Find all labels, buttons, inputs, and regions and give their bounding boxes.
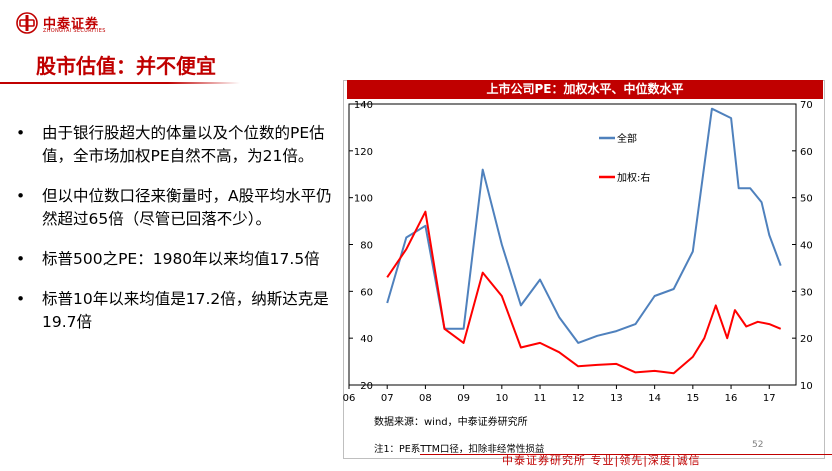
x-tick-label: 09 bbox=[457, 393, 470, 404]
x-tick-label: 08 bbox=[419, 393, 432, 404]
plot-area-border bbox=[348, 103, 797, 386]
legend-label: 全部 bbox=[617, 132, 637, 145]
footer-rule bbox=[420, 454, 832, 455]
x-tick-label: 12 bbox=[572, 393, 585, 404]
page-title: 股市估值：并不便宜 bbox=[36, 54, 216, 78]
bullet-text: 标普10年以来均值是17.2倍，纳斯达克是19.7倍 bbox=[42, 290, 329, 331]
y-right-tick-label: 70 bbox=[800, 100, 813, 111]
y-right-tick-label: 50 bbox=[800, 194, 813, 205]
x-tick-label: 11 bbox=[534, 393, 547, 404]
bullet-marker: • bbox=[16, 290, 26, 308]
y-right-tick-label: 60 bbox=[800, 147, 813, 158]
x-tick-label: 14 bbox=[648, 393, 661, 404]
title-underline bbox=[0, 82, 240, 84]
footer-text: 中泰证券研究所 专业|领先|深度|诚信 bbox=[502, 454, 701, 467]
y-left-tick-label: 100 bbox=[354, 194, 373, 205]
bullet-text: 标普500之PE：1980年以来均值17.5倍 bbox=[42, 250, 320, 268]
y-left-tick-label: 120 bbox=[354, 147, 373, 158]
y-right-tick-label: 10 bbox=[800, 381, 813, 392]
x-tick-label: 15 bbox=[686, 393, 699, 404]
y-right-tick-label: 30 bbox=[800, 287, 813, 298]
chart-note: 注1：PE系TTM口径，扣除非经常性损益 bbox=[374, 444, 545, 455]
bullet-text: 但以中位数口径来衡量时，A股平均水平仍然超过65倍（尽管已回落不少）。 bbox=[42, 187, 332, 228]
x-tick-label: 06 bbox=[343, 393, 356, 404]
y-left-tick-label: 80 bbox=[360, 241, 373, 252]
x-tick-label: 10 bbox=[495, 393, 508, 404]
x-tick-label: 16 bbox=[725, 393, 738, 404]
bullet-item: • 标普10年以来均值是17.2倍，纳斯达克是19.7倍 bbox=[14, 288, 334, 334]
legend-label: 加权:右 bbox=[617, 171, 650, 184]
logo-name-cn: 中泰证券 bbox=[43, 17, 100, 32]
y-left-tick-label: 20 bbox=[360, 381, 373, 392]
y-right-tick-label: 20 bbox=[800, 334, 813, 345]
page-number: 52 bbox=[752, 440, 764, 450]
bullet-list: • 由于银行股超大的体量以及个位数的PE估值，全市场加权PE自然不高，为21倍。… bbox=[14, 122, 334, 351]
x-tick-label: 13 bbox=[610, 393, 623, 404]
bullet-item: • 由于银行股超大的体量以及个位数的PE估值，全市场加权PE自然不高，为21倍。 bbox=[14, 122, 334, 168]
y-left-tick-label: 60 bbox=[360, 287, 373, 298]
logo-mark-icon bbox=[16, 12, 38, 34]
series-line-weighted bbox=[386, 210, 782, 375]
logo-name-en: ZHONGTAI SECURITIES bbox=[43, 28, 106, 34]
series-line-all bbox=[386, 107, 782, 344]
x-tick-label: 17 bbox=[763, 393, 776, 404]
company-logo: 中泰证券 ZHONGTAI SECURITIES bbox=[16, 12, 136, 36]
bullet-marker: • bbox=[16, 124, 26, 142]
y-left-tick-label: 40 bbox=[360, 334, 373, 345]
chart-title: 上市公司PE：加权水平、中位数水平 bbox=[347, 80, 823, 99]
y-right-tick-label: 40 bbox=[800, 241, 813, 252]
bullet-item: • 但以中位数口径来衡量时，A股平均水平仍然超过65倍（尽管已回落不少）。 bbox=[14, 185, 334, 231]
y-left-tick-label: 140 bbox=[354, 100, 373, 111]
bullet-marker: • bbox=[16, 250, 26, 268]
bullet-item: • 标普500之PE：1980年以来均值17.5倍 bbox=[14, 248, 334, 271]
x-tick-label: 07 bbox=[381, 393, 394, 404]
chart-source: 数据来源：wind，中泰证券研究所 bbox=[374, 417, 528, 428]
bullet-text: 由于银行股超大的体量以及个位数的PE估值，全市场加权PE自然不高，为21倍。 bbox=[42, 124, 325, 165]
bullet-marker: • bbox=[16, 187, 26, 205]
